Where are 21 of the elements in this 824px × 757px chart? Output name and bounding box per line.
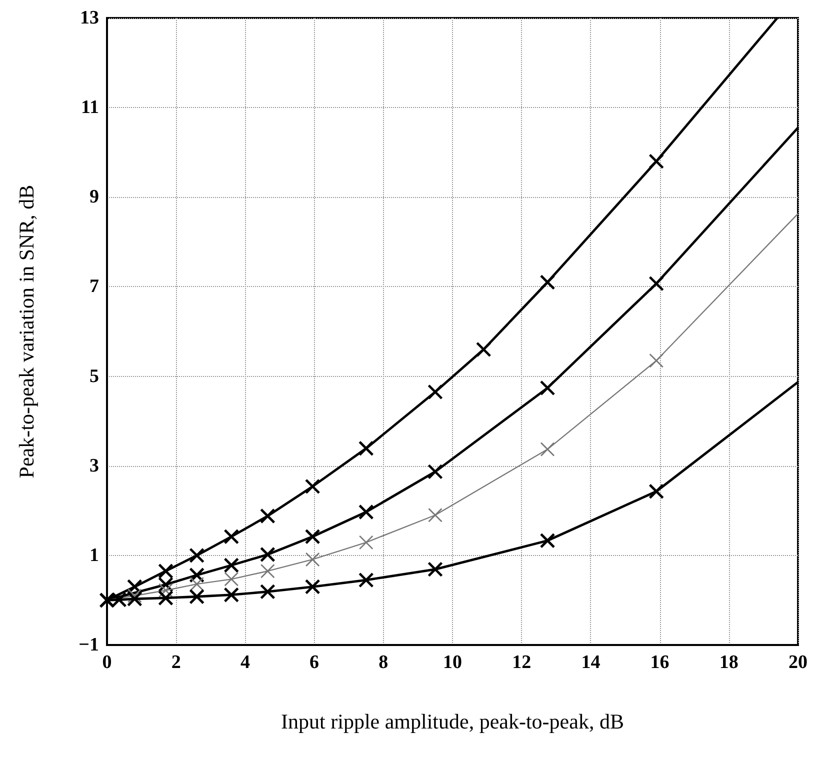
x-tick-label: 18 <box>719 652 738 673</box>
y-tick-label: 5 <box>90 366 99 387</box>
y-axis-title: Peak-to-peak variation in SNR, dB <box>14 184 38 478</box>
y-tick-label: 1 <box>90 544 99 566</box>
x-tick-label: 12 <box>512 652 532 673</box>
y-tick-label: −1 <box>78 634 99 656</box>
y-tick-label: 7 <box>90 276 100 298</box>
x-tick-label: 2 <box>171 652 181 673</box>
y-tick-label: 11 <box>81 97 99 118</box>
x-tick-label: 16 <box>650 652 670 673</box>
x-tick-label: 4 <box>240 652 250 673</box>
x-tick-label: 6 <box>310 652 320 673</box>
x-tick-label: 10 <box>443 652 462 673</box>
x-axis-title: Input ripple amplitude, peak-to-peak, dB <box>281 710 624 734</box>
y-tick-label: 13 <box>80 8 99 28</box>
x-tick-label: 8 <box>378 652 388 673</box>
x-tick-label: 14 <box>581 652 601 673</box>
y-tick-label: 3 <box>90 455 99 476</box>
y-tick-label: 9 <box>90 186 99 208</box>
x-tick-label: 20 <box>788 652 808 673</box>
x-tick-label: 0 <box>102 652 112 673</box>
